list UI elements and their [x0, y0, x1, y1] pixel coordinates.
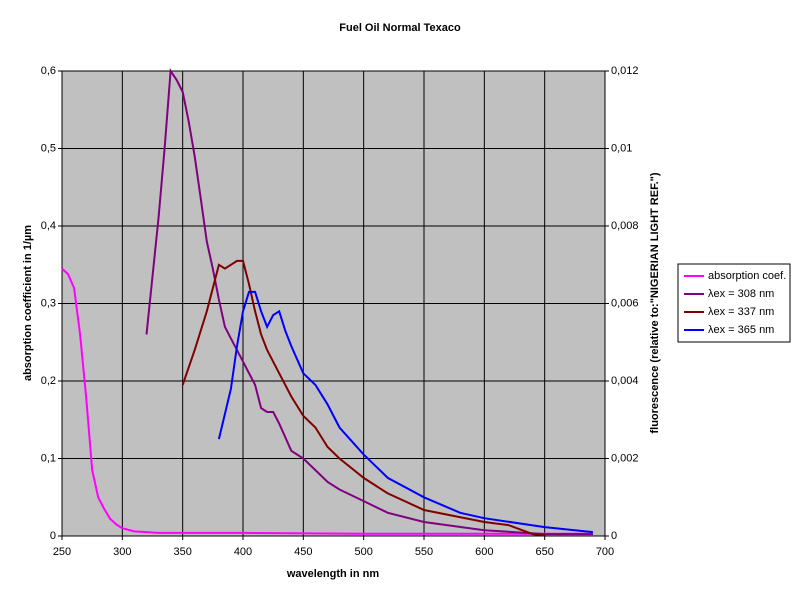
x-tick-label: 550: [415, 546, 433, 558]
x-tick-label: 400: [234, 546, 252, 558]
plot-border: [61, 70, 606, 537]
x-tick-label: 700: [596, 546, 614, 558]
series-line: [181, 259, 545, 537]
legend-label: λex = 337 nm: [708, 306, 774, 318]
y2-tick-label: 0,01: [611, 142, 632, 154]
y-tick-label: 0,1: [41, 452, 56, 464]
series-line: [145, 68, 593, 536]
y-tick-label: 0,4: [41, 220, 56, 232]
y2-tick-label: 0,012: [611, 65, 639, 77]
y-tick-label: 0,3: [41, 297, 56, 309]
y-tick-label: 0,6: [41, 65, 56, 77]
y-tick-label: 0: [50, 530, 56, 542]
series-line: [217, 290, 594, 534]
x-tick-label: 500: [354, 546, 372, 558]
y2-tick-label: 0: [611, 530, 617, 542]
y2-tick-label: 0,002: [611, 452, 639, 464]
y2-tick-label: 0,004: [611, 375, 639, 387]
x-axis-title: wavelength in nm: [286, 568, 380, 580]
x-tick-label: 350: [173, 546, 191, 558]
x-tick-label: 450: [294, 546, 312, 558]
y-tick-label: 0,2: [41, 375, 56, 387]
y-axis-title: absorption coefficient in 1/µm: [22, 225, 34, 381]
legend-label: absorption coef.: [708, 270, 786, 282]
x-tick-label: 600: [475, 546, 493, 558]
x-tick-label: 250: [53, 546, 71, 558]
y2-axis-title: fluorescence (relative to:"NIGERIAN LIGH…: [649, 172, 661, 433]
x-tick-label: 300: [113, 546, 131, 558]
y2-tick-label: 0,006: [611, 297, 639, 309]
y-tick-label: 0,5: [41, 142, 56, 154]
series-line: [61, 267, 593, 535]
legend-label: λex = 365 nm: [708, 324, 774, 336]
x-tick-label: 650: [535, 546, 553, 558]
chart-title: Fuel Oil Normal Texaco: [339, 22, 461, 34]
y2-tick-label: 0,008: [611, 220, 639, 232]
legend-label: λex = 308 nm: [708, 288, 774, 300]
